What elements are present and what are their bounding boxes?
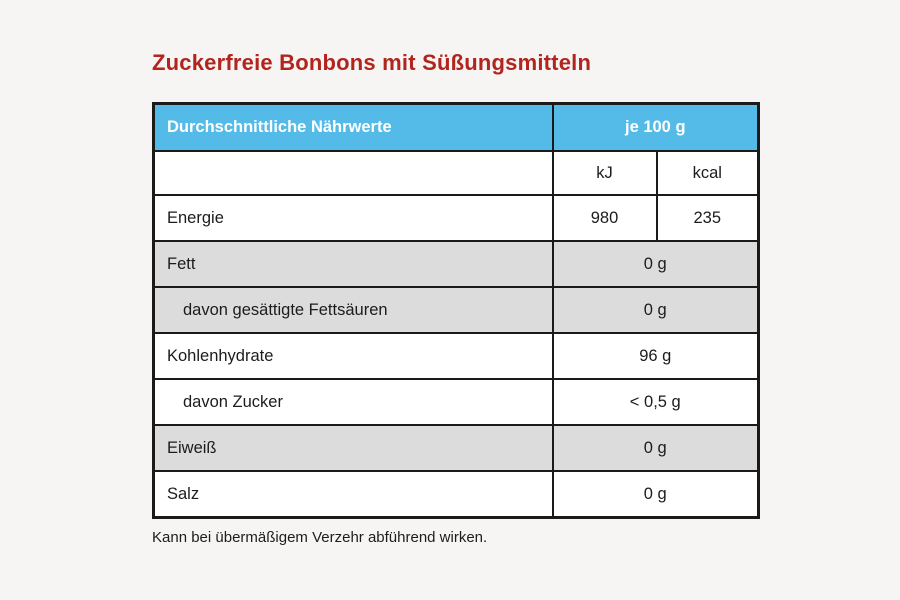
unit-kcal-cell: kcal [655, 150, 760, 196]
nutrition-table: Durchschnittliche Nährwerte je 100 g kJ … [152, 102, 761, 519]
nutrient-value-cell: 0 g [551, 424, 760, 472]
nutrient-value-cell: 0 g [551, 240, 760, 288]
energy-kcal-value-cell: 235 [655, 194, 760, 242]
unit-spacer-cell [152, 150, 554, 196]
nutrient-label-cell: davon gesättigte Fettsäuren [152, 286, 554, 334]
nutrient-row-protein: Eiweiß 0 g [152, 424, 760, 472]
nutrient-label-cell: Fett [152, 240, 554, 288]
nutrient-value-cell: 96 g [551, 332, 760, 380]
unit-row: kJ kcal [152, 150, 760, 196]
nutrient-value-cell: 0 g [551, 286, 760, 334]
nutrient-row-carbohydrates: Kohlenhydrate 96 g [152, 332, 760, 380]
nutrient-value-cell: < 0,5 g [551, 378, 760, 426]
nutrient-label-cell: Kohlenhydrate [152, 332, 554, 380]
table-header-row: Durchschnittliche Nährwerte je 100 g [152, 102, 760, 152]
energy-row: Energie 980 235 [152, 194, 760, 242]
nutrient-row-sugar: davon Zucker < 0,5 g [152, 378, 760, 426]
unit-kj-cell: kJ [551, 150, 658, 196]
nutrient-row-saturated-fat: davon gesättigte Fettsäuren 0 g [152, 286, 760, 334]
page-title: Zuckerfreie Bonbons mit Süßungsmitteln [152, 50, 592, 75]
header-nutrients-cell: Durchschnittliche Nährwerte [152, 102, 554, 152]
nutrient-label-cell: Salz [152, 470, 554, 519]
energy-label-cell: Energie [152, 194, 554, 242]
energy-kj-value-cell: 980 [551, 194, 658, 242]
nutrient-row-fat: Fett 0 g [152, 240, 760, 288]
nutrient-label-cell: Eiweiß [152, 424, 554, 472]
nutrient-value-cell: 0 g [551, 470, 760, 519]
footnote: Kann bei übermäßigem Verzehr abführend w… [152, 529, 488, 546]
nutrient-label-cell: davon Zucker [152, 378, 554, 426]
header-per-100g-cell: je 100 g [551, 102, 760, 152]
nutrient-row-salt: Salz 0 g [152, 470, 760, 519]
